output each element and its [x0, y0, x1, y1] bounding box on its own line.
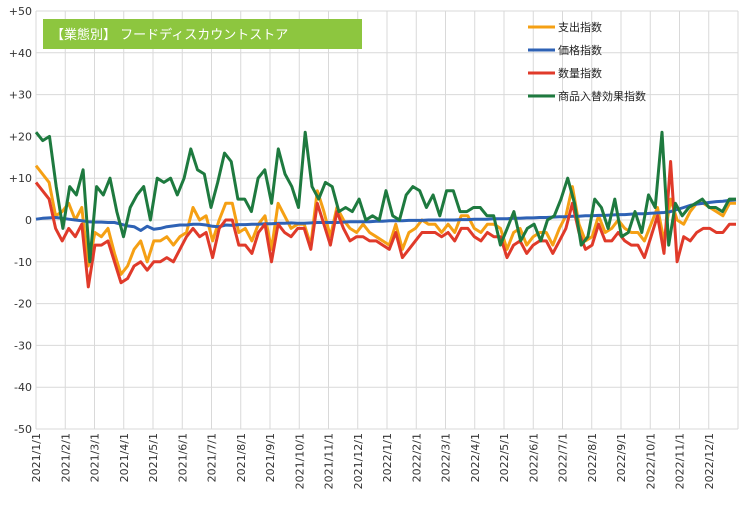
x-tick-label: 2021/6/1 [176, 433, 189, 482]
legend-entry: 商品入替効果指数 [558, 89, 646, 103]
series-line [34, 130, 736, 264]
x-tick-label: 2021/2/1 [59, 433, 72, 482]
series-lines [34, 130, 737, 289]
y-tick-label: -10 [14, 256, 32, 269]
x-axis-tick-labels: 2021/1/1 2021/2/1 2021/3/1 2021/4/1 2021/5/1… [30, 433, 716, 489]
chart-title-box: 【業態別】 フードディスカウントストア [43, 19, 362, 49]
x-tick-label: 2021/8/1 [235, 433, 248, 482]
x-tick-label: 2022/10/1 [644, 433, 657, 489]
x-tick-label: 2021/5/1 [147, 433, 160, 482]
y-tick-label: +20 [9, 130, 32, 143]
x-tick-label: 2021/10/1 [293, 433, 306, 489]
legend-entry: 支出指数 [558, 20, 602, 34]
x-tick-label: 2021/9/1 [264, 433, 277, 482]
x-tick-label: 2021/12/1 [352, 433, 365, 489]
x-tick-label: 2022/4/1 [469, 433, 482, 482]
y-tick-label: -50 [14, 423, 32, 436]
y-tick-label: +40 [9, 47, 32, 60]
series-line [35, 198, 737, 232]
chart-title: 【業態別】 フードディスカウントストア [51, 27, 288, 43]
y-axis-tick-labels: +50 +40 +30 +20 +10 0 -10 -20 -30 -40 -50 [9, 5, 32, 436]
x-tick-label: 2022/8/1 [586, 433, 599, 482]
x-tick-label: 2022/6/1 [527, 433, 540, 482]
series-line [34, 160, 736, 289]
y-tick-label: +10 [9, 172, 32, 185]
x-tick-label: 2022/12/1 [703, 433, 716, 489]
x-tick-label: 2022/7/1 [557, 433, 570, 482]
legend-entry: 数量指数 [558, 66, 602, 80]
x-tick-label: 2022/3/1 [440, 433, 453, 482]
x-tick-label: 2021/3/1 [89, 433, 102, 482]
legend-entry: 価格指数 [558, 43, 602, 57]
x-tick-label: 2022/2/1 [410, 433, 423, 482]
x-tick-label: 2021/1/1 [30, 433, 43, 482]
y-tick-label: 0 [25, 214, 32, 227]
y-tick-label: +30 [9, 89, 32, 102]
x-tick-label: 2022/5/1 [498, 433, 511, 482]
y-tick-label: -40 [14, 381, 32, 394]
x-tick-label: 2021/7/1 [206, 433, 219, 482]
y-tick-label: -20 [14, 298, 32, 311]
x-tick-label: 2022/11/1 [674, 433, 687, 489]
x-tick-label: 2022/9/1 [615, 433, 628, 482]
chart-title-background [43, 19, 362, 49]
y-tick-label: -30 [14, 339, 32, 352]
x-tick-label: 2022/1/1 [381, 433, 394, 482]
x-tick-label: 2021/11/1 [323, 433, 336, 489]
x-tick-label: 2021/4/1 [118, 433, 131, 482]
y-tick-label: +50 [9, 5, 32, 18]
